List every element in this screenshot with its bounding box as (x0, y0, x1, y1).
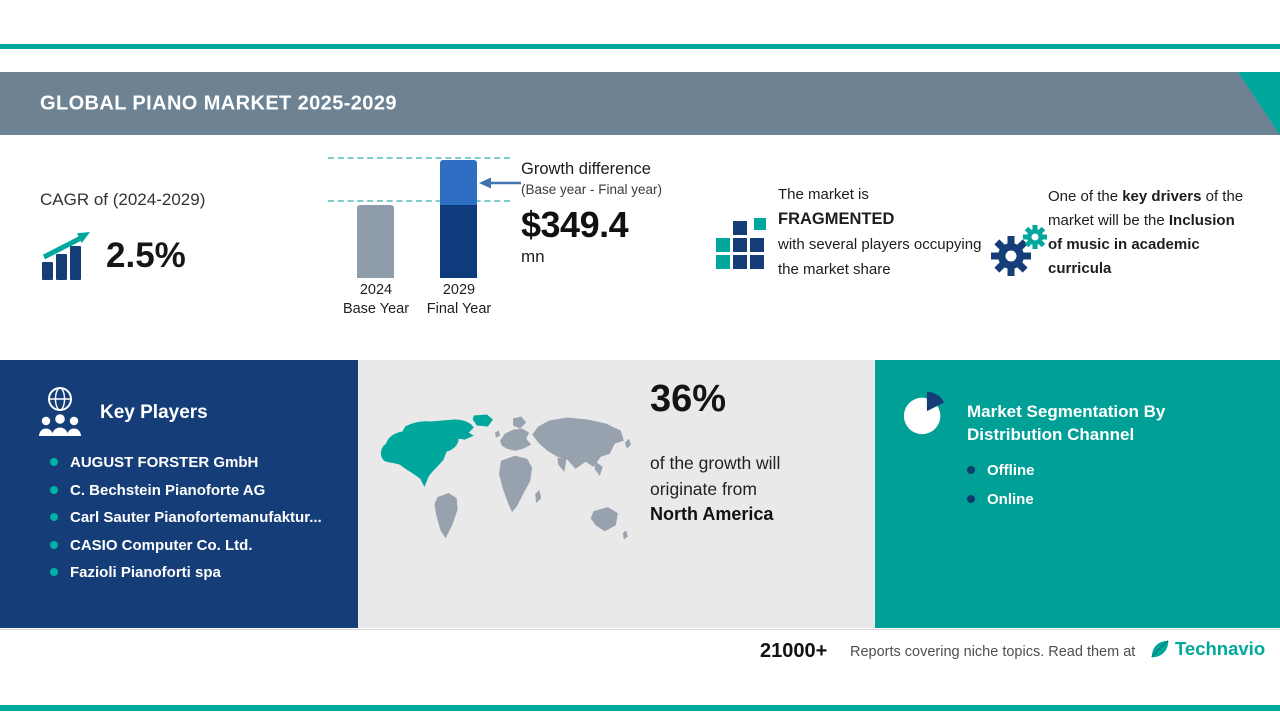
bar-caption: Base Year (342, 301, 410, 317)
growth-bar-chart: 2024 Base Year 2029 Final Year (328, 150, 514, 320)
dashed-guide-base (328, 200, 510, 202)
fragmented-squares-icon (716, 218, 766, 269)
key-player-item: Fazioli Pianoforti spa (50, 564, 322, 581)
footer-divider (0, 629, 1280, 630)
technavio-logo[interactable]: Technavio (1150, 638, 1265, 660)
key-driver-mid: of the market will be the (1048, 188, 1244, 229)
bar-2029-base-segment (440, 205, 477, 278)
key-players-list: AUGUST FORSTER GmbH C. Bechstein Pianofo… (50, 454, 322, 592)
gears-icon (991, 225, 1047, 276)
region-name: North America (650, 504, 774, 524)
growth-arrow-icon (479, 177, 521, 189)
region-growth-text: of the growth will originate from (650, 453, 781, 499)
fragmented-emphasis: FRAGMENTED (778, 210, 895, 228)
segmentation-item: Online (967, 491, 1035, 508)
key-driver-pre: One of the (1048, 188, 1123, 205)
key-driver-emphasis: Inclusion of music in academic curricula (1048, 212, 1235, 277)
key-player-item: CASIO Computer Co. Ltd. (50, 537, 322, 554)
fragmented-line: with several players occupying (778, 236, 982, 253)
key-players-panel: Key Players AUGUST FORSTER GmbH C. Bechs… (0, 360, 358, 628)
world-map (380, 414, 631, 540)
fragmented-line: the market share (778, 261, 891, 278)
header-corner-accent (1238, 72, 1280, 135)
bar-2029 (440, 160, 477, 278)
bar-year: 2029 (442, 282, 476, 298)
pie-chart-icon (903, 391, 945, 435)
bar-2029-growth-segment (440, 160, 477, 205)
growth-difference-block: Growth difference (Base year - Final yea… (521, 160, 731, 267)
bar-year: 2024 (359, 282, 393, 298)
bar-caption: Final Year (426, 301, 492, 317)
bar-label-2024: 2024 Base Year (330, 281, 422, 319)
header-band: GLOBAL PIANO MARKET 2025-2029 (0, 72, 1280, 135)
growth-difference-unit: mn (521, 247, 545, 266)
bar-2024 (357, 205, 394, 278)
region-growth-percent: 36% (650, 378, 727, 420)
dashed-guide-final (328, 157, 510, 159)
region-growth-panel: 36% of the growth will originate from No… (358, 360, 875, 628)
growth-difference-title: Growth difference (521, 160, 651, 178)
brand-name: Technavio (1175, 638, 1266, 659)
page-title: GLOBAL PIANO MARKET 2025-2029 (40, 92, 397, 114)
segmentation-panel: Market Segmentation By Distribution Chan… (875, 360, 1280, 628)
fragmented-text: The market is FRAGMENTED with several pl… (778, 182, 981, 282)
bar-label-2029: 2029 Final Year (413, 281, 505, 319)
top-accent-line (0, 44, 1280, 49)
key-driver-emphasis: key drivers (1122, 188, 1202, 205)
cagr-value: 2.5% (106, 236, 186, 275)
segmentation-list: Offline Online (967, 462, 1035, 520)
key-players-title: Key Players (100, 402, 208, 423)
segmentation-title: Market Segmentation By Distribution Chan… (967, 402, 1166, 444)
segmentation-item: Offline (967, 462, 1035, 479)
leaf-icon (1151, 640, 1169, 658)
cagr-label: CAGR of (2024-2029) (40, 190, 206, 209)
growth-difference-value: $349.4 (521, 204, 629, 245)
footer-text: Reports covering niche topics. Read them… (850, 644, 1136, 660)
globe-people-icon (39, 387, 81, 436)
fragmented-line: The market is (778, 186, 869, 203)
key-player-item: Carl Sauter Pianofortemanufaktur... (50, 509, 322, 526)
key-driver-text: One of the key drivers of the market wil… (1048, 185, 1246, 281)
key-player-item: AUGUST FORSTER GmbH (50, 454, 322, 471)
cagr-growth-icon (42, 232, 90, 280)
key-player-item: C. Bechstein Pianoforte AG (50, 482, 322, 499)
growth-difference-subtitle: (Base year - Final year) (521, 182, 663, 197)
reports-count: 21000+ (760, 640, 828, 662)
bottom-accent-line (0, 705, 1280, 711)
